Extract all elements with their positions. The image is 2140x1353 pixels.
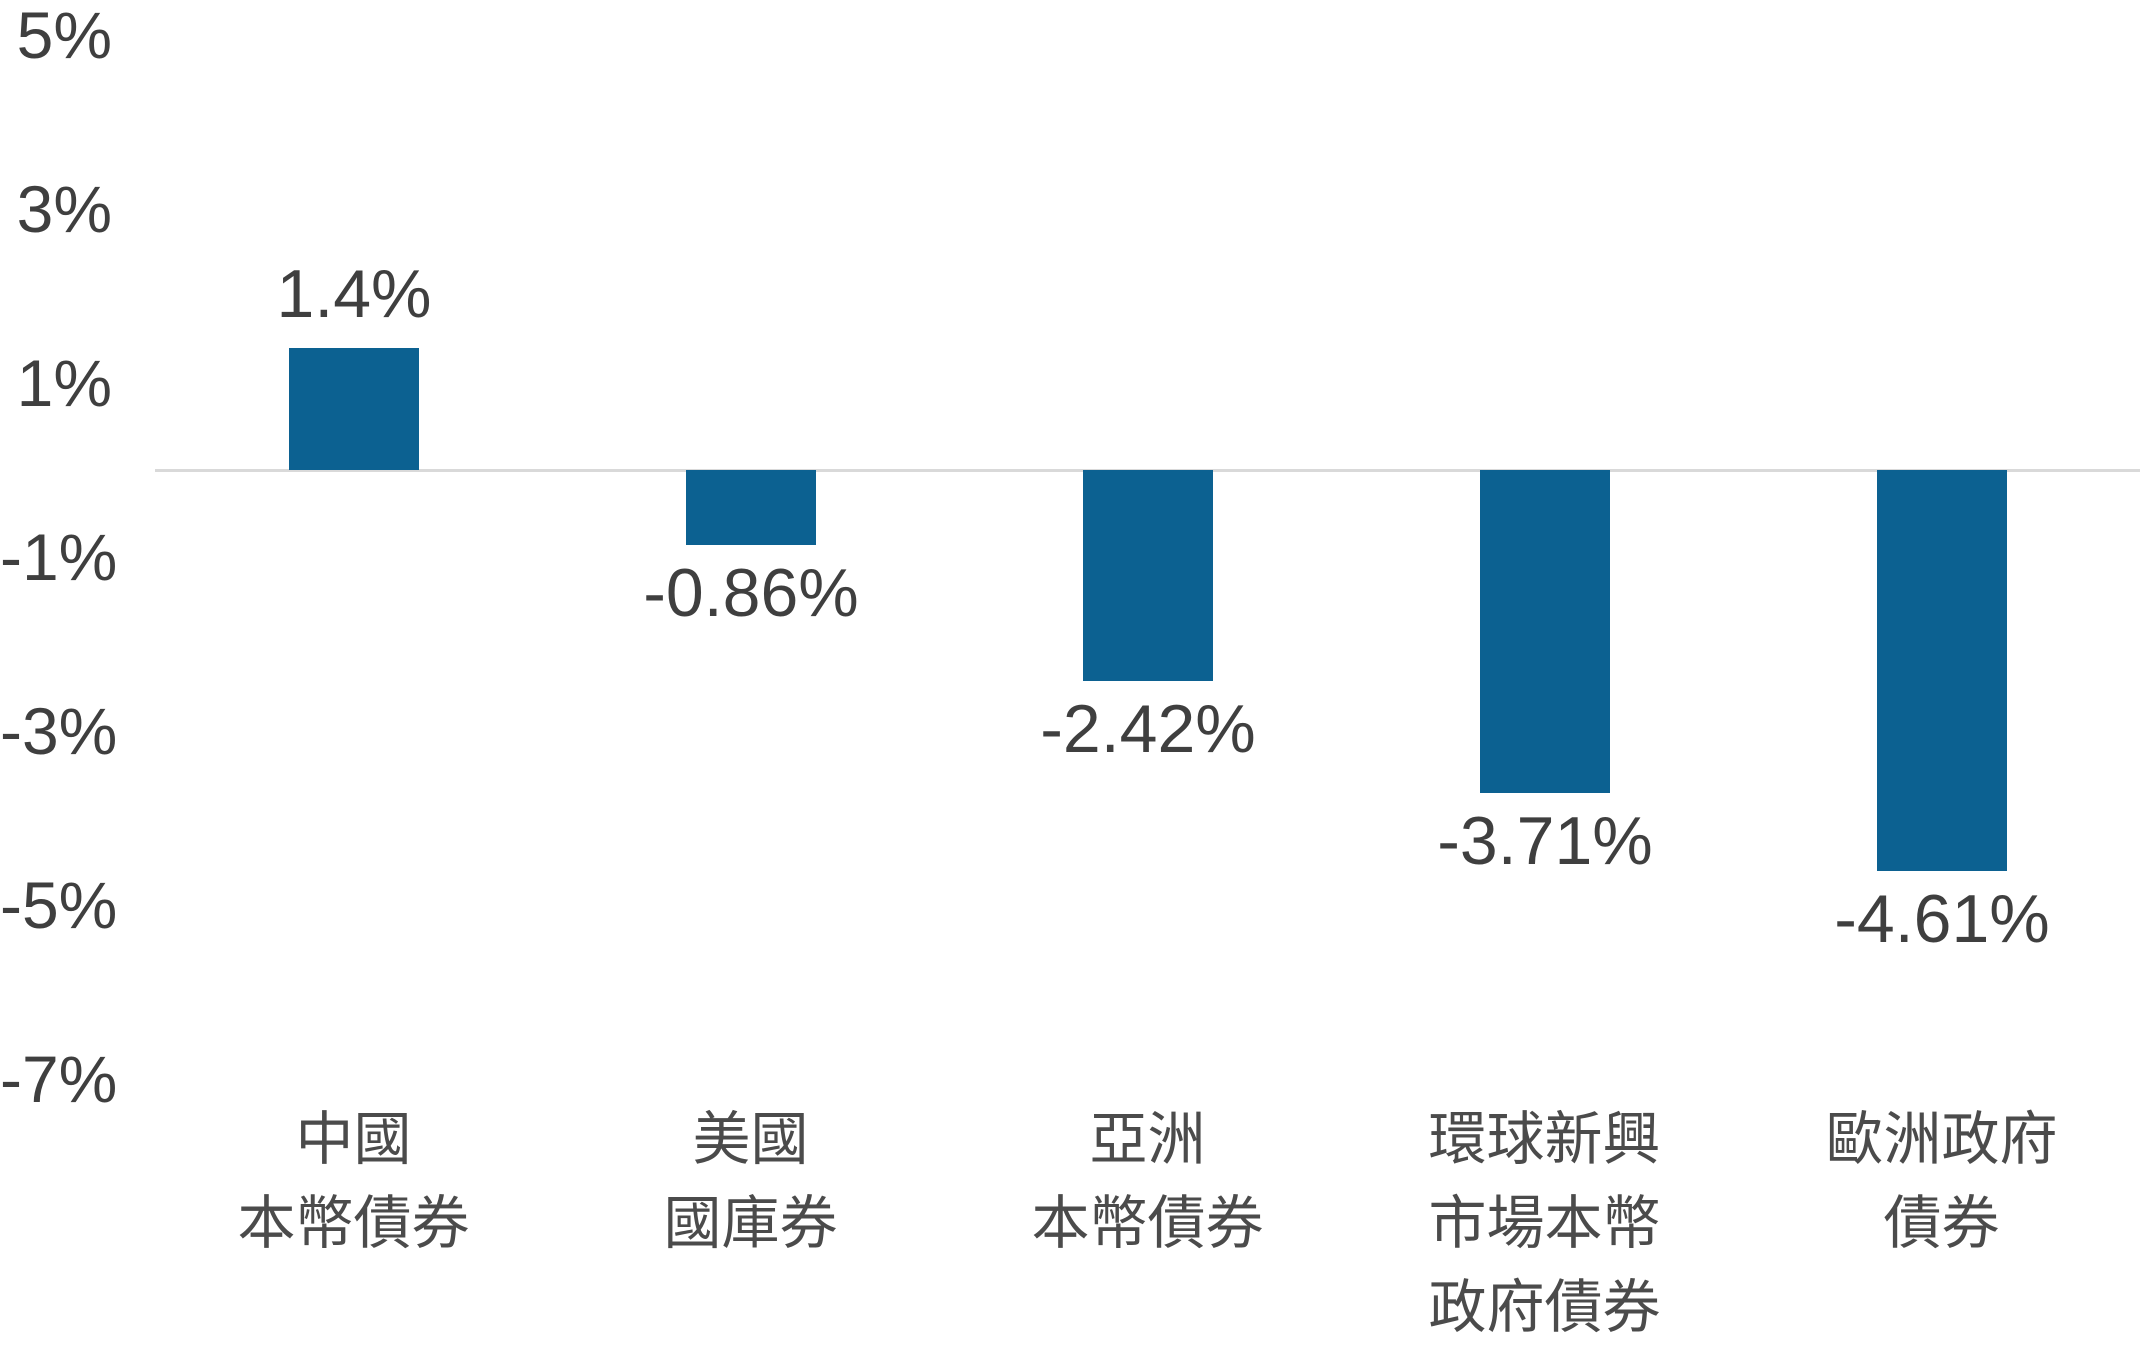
bar-value-label: -2.42% xyxy=(1040,691,1256,767)
y-axis-tick-label: 3% xyxy=(16,172,112,246)
bar-value-label: 1.4% xyxy=(276,256,432,332)
y-axis-tick-label: -3% xyxy=(0,694,118,768)
bar-4 xyxy=(1480,470,1610,793)
bar-1 xyxy=(289,348,419,470)
bar-2 xyxy=(686,470,816,545)
bar-value-label: -0.86% xyxy=(643,555,859,631)
y-axis-tick-label: 5% xyxy=(16,0,112,72)
bar-3 xyxy=(1083,470,1213,681)
x-axis-category-label: 歐洲政府 債券 xyxy=(1825,1107,2058,1256)
x-axis-category-label: 環球新興 市場本幣 政府債券 xyxy=(1428,1107,1661,1340)
x-axis-category-label: 中國 本幣債券 xyxy=(237,1107,470,1256)
y-axis-tick-label: -1% xyxy=(0,520,118,594)
x-axis-category-label: 亞洲 本幣債券 xyxy=(1031,1107,1264,1256)
bar-5 xyxy=(1877,470,2007,871)
y-axis-tick-label: -7% xyxy=(0,1042,118,1116)
x-axis-category-label: 美國 國庫券 xyxy=(663,1107,838,1256)
bar-value-label: -4.61% xyxy=(1834,881,2050,957)
y-axis-tick-label: -5% xyxy=(0,868,118,942)
bar-value-label: -3.71% xyxy=(1437,803,1653,879)
y-axis-tick-label: 1% xyxy=(16,346,112,420)
